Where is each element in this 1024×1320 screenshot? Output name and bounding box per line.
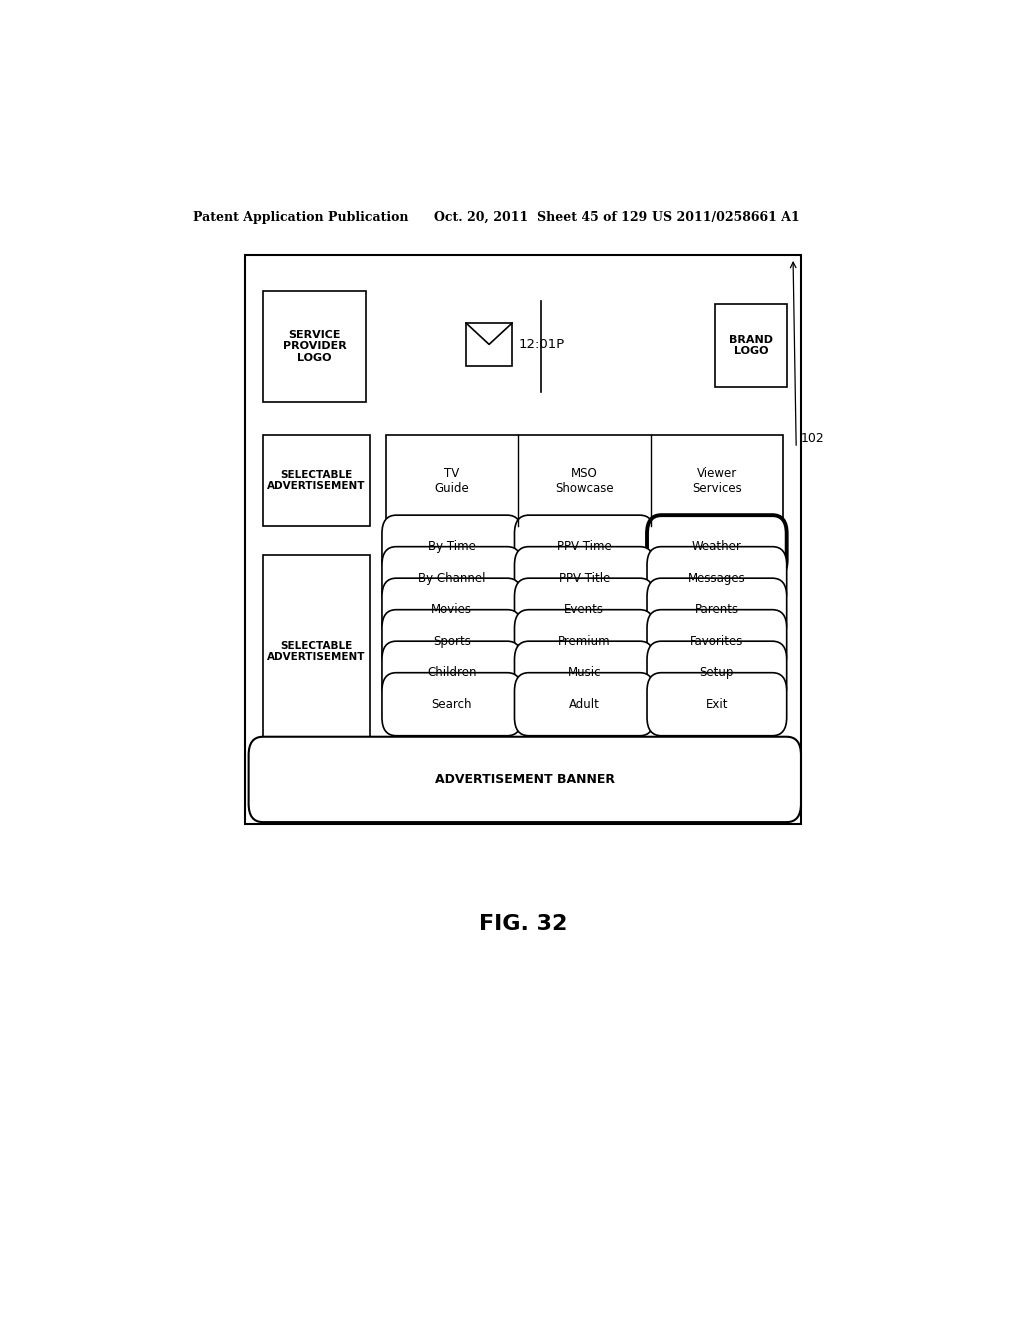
Text: By Channel: By Channel [418, 572, 485, 585]
Text: ADVERTISEMENT BANNER: ADVERTISEMENT BANNER [435, 774, 614, 785]
Text: MSO
Showcase: MSO Showcase [555, 466, 613, 495]
Text: PPV Time: PPV Time [557, 540, 611, 553]
Text: Search: Search [431, 698, 472, 710]
FancyBboxPatch shape [382, 546, 521, 610]
Text: Parents: Parents [695, 603, 739, 616]
Text: Weather: Weather [692, 540, 741, 553]
Text: TV
Guide: TV Guide [434, 466, 469, 495]
Text: Movies: Movies [431, 603, 472, 616]
Text: Patent Application Publication: Patent Application Publication [194, 211, 409, 224]
FancyBboxPatch shape [647, 642, 786, 704]
Text: 102: 102 [800, 432, 824, 445]
FancyBboxPatch shape [263, 554, 370, 748]
FancyBboxPatch shape [382, 673, 521, 735]
FancyBboxPatch shape [382, 515, 521, 578]
Text: BRAND
LOGO: BRAND LOGO [729, 334, 773, 356]
FancyBboxPatch shape [466, 323, 512, 366]
Text: PPV Title: PPV Title [559, 572, 610, 585]
Text: Events: Events [564, 603, 604, 616]
FancyBboxPatch shape [514, 578, 654, 642]
FancyBboxPatch shape [249, 737, 801, 822]
Text: US 2011/0258661 A1: US 2011/0258661 A1 [652, 211, 800, 224]
FancyBboxPatch shape [386, 434, 782, 527]
FancyBboxPatch shape [647, 578, 786, 642]
FancyBboxPatch shape [263, 290, 367, 403]
FancyBboxPatch shape [514, 515, 654, 578]
FancyBboxPatch shape [514, 673, 654, 735]
FancyBboxPatch shape [263, 434, 370, 527]
Text: Music: Music [567, 667, 601, 680]
Text: Sports: Sports [433, 635, 471, 648]
Text: Oct. 20, 2011  Sheet 45 of 129: Oct. 20, 2011 Sheet 45 of 129 [433, 211, 647, 224]
Text: SERVICE
PROVIDER
LOGO: SERVICE PROVIDER LOGO [283, 330, 346, 363]
Text: Favorites: Favorites [690, 635, 743, 648]
Text: Exit: Exit [706, 698, 728, 710]
FancyBboxPatch shape [514, 546, 654, 610]
FancyBboxPatch shape [647, 673, 786, 735]
Text: FIG. 32: FIG. 32 [479, 913, 567, 933]
FancyBboxPatch shape [647, 546, 786, 610]
FancyBboxPatch shape [514, 642, 654, 704]
Text: SELECTABLE
ADVERTISEMENT: SELECTABLE ADVERTISEMENT [267, 640, 366, 663]
Text: Messages: Messages [688, 572, 745, 585]
Text: Viewer
Services: Viewer Services [692, 466, 741, 495]
FancyBboxPatch shape [715, 304, 786, 387]
FancyBboxPatch shape [382, 578, 521, 642]
FancyBboxPatch shape [382, 610, 521, 673]
FancyBboxPatch shape [382, 642, 521, 704]
FancyBboxPatch shape [246, 255, 801, 824]
Text: By Time: By Time [428, 540, 476, 553]
Text: Children: Children [427, 667, 476, 680]
FancyBboxPatch shape [514, 610, 654, 673]
Text: SELECTABLE
ADVERTISEMENT: SELECTABLE ADVERTISEMENT [267, 470, 366, 491]
FancyBboxPatch shape [647, 515, 786, 578]
Text: Premium: Premium [558, 635, 610, 648]
FancyBboxPatch shape [647, 610, 786, 673]
Text: Adult: Adult [569, 698, 600, 710]
Text: Setup: Setup [699, 667, 734, 680]
Text: 12:01P: 12:01P [518, 338, 564, 351]
